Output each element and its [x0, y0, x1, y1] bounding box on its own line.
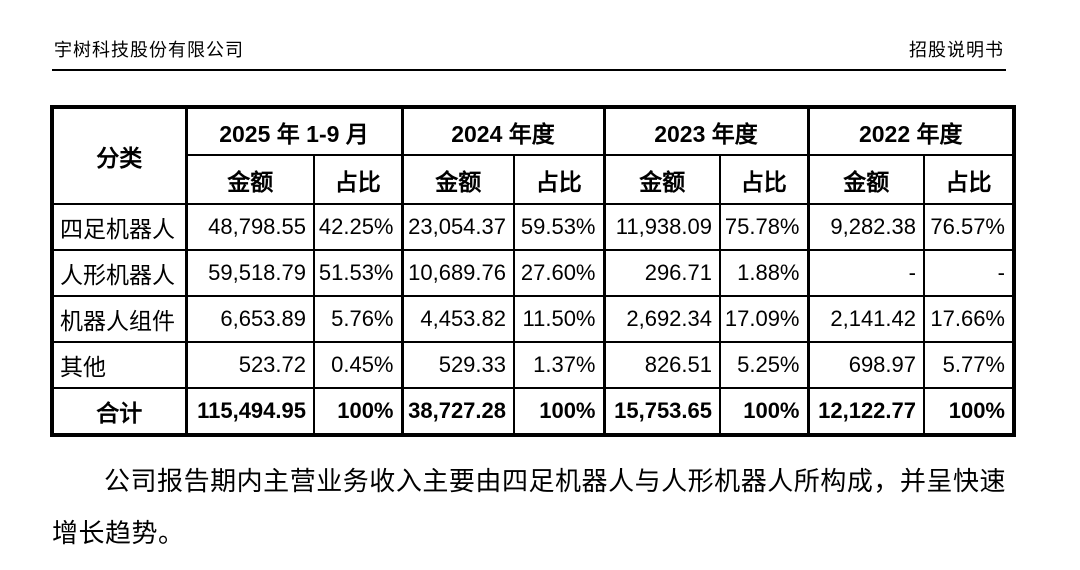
row-category-label: 人形机器人 — [51, 249, 187, 297]
cell-amount-2025: 48,798.55 — [184, 203, 315, 251]
company-name: 宇树科技股份有限公司 — [54, 40, 244, 60]
subheader-amount-2025: 金额 — [184, 154, 315, 205]
cell-amount-2024: 4,453.82 — [400, 295, 515, 343]
cell-ratio-2024: 11.50% — [513, 295, 605, 343]
table-header-periods: 分类 2025 年 1-9 月 2024 年度 2023 年度 2022 年度 — [51, 106, 1015, 205]
total-label: 合计 — [51, 387, 187, 436]
cell-amount-2025: 523.72 — [184, 341, 315, 389]
row-category-label: 四足机器人 — [51, 203, 187, 251]
page-running-header: 宇树科技股份有限公司 招股说明书 — [52, 38, 1006, 62]
total-ratio-2024: 100% — [513, 387, 605, 436]
total-amount-2023: 15,753.65 — [602, 387, 721, 436]
cell-ratio-2025: 0.45% — [313, 341, 403, 389]
cell-amount-2024: 10,689.76 — [400, 249, 515, 297]
row-category-label: 机器人组件 — [51, 295, 187, 343]
column-header-period-2024: 2024 年度 — [400, 106, 605, 156]
cell-amount-2025: 59,518.79 — [184, 249, 315, 297]
cell-ratio-2024: 59.53% — [513, 203, 605, 251]
cell-amount-2025: 6,653.89 — [184, 295, 315, 343]
cell-ratio-2025: 51.53% — [313, 249, 403, 297]
body-paragraph: 公司报告期内主营业务收入主要由四足机器人与人形机器人所构成，并呈快速增长趋势。 — [52, 467, 1006, 548]
cell-amount-2023: 2,692.34 — [602, 295, 721, 343]
cell-amount-2024: 529.33 — [400, 341, 515, 389]
total-ratio-2025: 100% — [313, 387, 403, 436]
table-total-row: 合计 115,494.95 100% 38,727.28 100% 15,753… — [51, 387, 1015, 436]
table-row-humanoid-robots: 人形机器人 59,518.79 51.53% 10,689.76 27.60% … — [51, 249, 1015, 297]
cell-amount-2022: 9,282.38 — [806, 203, 925, 251]
revenue-breakdown-table: 分类 2025 年 1-9 月 2024 年度 2023 年度 2022 年度 … — [50, 105, 1016, 437]
header-divider — [52, 69, 1006, 71]
cell-amount-2022: 698.97 — [806, 341, 925, 389]
subheader-amount-2022: 金额 — [806, 154, 925, 205]
cell-ratio-2022: 76.57% — [923, 203, 1015, 251]
subheader-ratio-2022: 占比 — [923, 154, 1015, 205]
total-ratio-2022: 100% — [923, 387, 1015, 436]
total-amount-2025: 115,494.95 — [184, 387, 315, 436]
prospectus-page: 宇树科技股份有限公司 招股说明书 分类 2025 年 1-9 月 2024 年度… — [50, 0, 1016, 560]
cell-amount-2022: 2,141.42 — [806, 295, 925, 343]
cell-ratio-2023: 17.09% — [719, 295, 809, 343]
table-row-robot-components: 机器人组件 6,653.89 5.76% 4,453.82 11.50% 2,6… — [51, 295, 1015, 343]
subheader-ratio-2023: 占比 — [719, 154, 809, 205]
subheader-ratio-2024: 占比 — [513, 154, 605, 205]
cell-ratio-2024: 27.60% — [513, 249, 605, 297]
cell-ratio-2023: 5.25% — [719, 341, 809, 389]
table-row-quadruped-robots: 四足机器人 48,798.55 42.25% 23,054.37 59.53% … — [51, 203, 1015, 251]
table-header-subcolumns: 金额 占比 金额 占比 金额 占比 金额 占比 — [52, 154, 1015, 205]
cell-ratio-2024: 1.37% — [513, 341, 605, 389]
subheader-ratio-2025: 占比 — [313, 154, 403, 205]
cell-amount-2023: 11,938.09 — [602, 203, 721, 251]
column-header-period-2022: 2022 年度 — [806, 106, 1015, 156]
total-ratio-2023: 100% — [719, 387, 809, 436]
document-type-label: 招股说明书 — [909, 40, 1004, 60]
table-row-other: 其他 523.72 0.45% 529.33 1.37% 826.51 5.25… — [51, 341, 1015, 389]
total-amount-2022: 12,122.77 — [806, 387, 925, 436]
row-category-label: 其他 — [51, 341, 187, 389]
subheader-amount-2024: 金额 — [400, 154, 515, 205]
cell-amount-2024: 23,054.37 — [400, 203, 515, 251]
cell-amount-2022: - — [806, 249, 925, 297]
cell-ratio-2025: 42.25% — [313, 203, 403, 251]
cell-ratio-2023: 75.78% — [719, 203, 809, 251]
column-header-period-2023: 2023 年度 — [602, 106, 809, 156]
cell-ratio-2025: 5.76% — [313, 295, 403, 343]
cell-amount-2023: 296.71 — [602, 249, 721, 297]
column-header-period-2025: 2025 年 1-9 月 — [184, 106, 403, 156]
cell-ratio-2022: 5.77% — [923, 341, 1015, 389]
column-header-category: 分类 — [51, 106, 187, 205]
cell-amount-2023: 826.51 — [602, 341, 721, 389]
subheader-amount-2023: 金额 — [602, 154, 721, 205]
cell-ratio-2023: 1.88% — [719, 249, 809, 297]
cell-ratio-2022: - — [923, 249, 1015, 297]
cell-ratio-2022: 17.66% — [923, 295, 1015, 343]
total-amount-2024: 38,727.28 — [400, 387, 515, 436]
